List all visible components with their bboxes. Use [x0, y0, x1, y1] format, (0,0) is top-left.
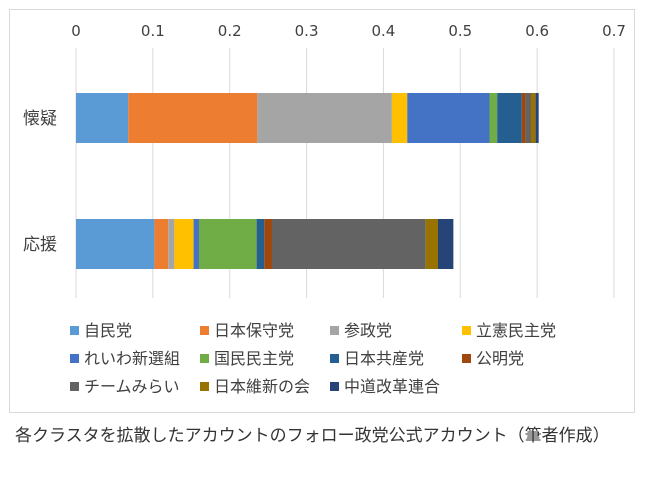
x-tick-label: 0 — [71, 22, 81, 40]
x-tick-label: 0.1 — [141, 22, 165, 40]
bar-segment — [128, 93, 258, 143]
x-axis-tick-labels: 0 0.1 0.2 0.3 0.4 0.5 0.6 0.7 — [71, 22, 626, 40]
legend-label: れいわ新選組 — [84, 349, 180, 368]
bar-segment — [154, 219, 169, 269]
bar-segment — [271, 219, 426, 269]
x-tick-label: 0.3 — [295, 22, 319, 40]
bar-segment — [193, 219, 199, 269]
x-tick-label: 0.7 — [602, 22, 626, 40]
legend-swatch — [462, 326, 471, 335]
bar-segment — [198, 219, 257, 269]
legend-swatch — [330, 326, 339, 335]
bar-segment — [264, 219, 272, 269]
bar-segment — [521, 93, 526, 143]
legend-label: 日本維新の会 — [214, 377, 310, 396]
x-tick-label: 0.4 — [371, 22, 395, 40]
bars — [76, 93, 539, 269]
legend-swatch — [70, 326, 79, 335]
bar-segment — [257, 93, 392, 143]
x-tick-label: 0.5 — [448, 22, 472, 40]
figure-caption: 各クラスタを拡散したアカウントのフォロー政党公式アカウント（筆者作成） — [15, 426, 610, 446]
bar-segment — [168, 219, 175, 269]
legend-swatch — [200, 354, 209, 363]
legend-label: 自民党 — [84, 321, 132, 340]
bar-segment — [525, 93, 531, 143]
legend-swatch — [70, 354, 79, 363]
bar-segment — [535, 93, 539, 143]
x-tick-label: 0.6 — [525, 22, 549, 40]
legend-swatch — [200, 382, 209, 391]
category-label: 懐疑 — [23, 109, 57, 129]
legend-label: チームみらい — [84, 377, 180, 396]
legend-label: 公明党 — [476, 349, 524, 368]
legend-label: 立憲民主党 — [476, 321, 556, 340]
legend-swatch — [462, 354, 471, 363]
legend-swatch — [330, 382, 339, 391]
legend-label: 中道改革連合 — [344, 377, 440, 396]
legend-label: 国民民主党 — [214, 349, 294, 368]
category-label: 応援 — [23, 235, 57, 255]
legend-swatch — [70, 382, 79, 391]
legend-swatch — [330, 354, 339, 363]
bar-segment — [76, 219, 155, 269]
bar-segment — [256, 219, 265, 269]
legend-label: 日本保守党 — [214, 321, 294, 340]
bar-segment — [407, 93, 490, 143]
bar-segment — [530, 93, 536, 143]
bar-segment — [497, 93, 522, 143]
legend-swatch — [200, 326, 209, 335]
bar-segment — [437, 219, 454, 269]
bar-segment — [174, 219, 194, 269]
bar-segment — [76, 93, 129, 143]
legend-label: 日本共産党 — [344, 349, 424, 368]
x-tick-label: 0.2 — [218, 22, 242, 40]
chart-frame — [9, 9, 635, 413]
bar-segment — [489, 93, 498, 143]
legend-label: 参政党 — [344, 321, 392, 340]
bar-segment — [391, 93, 408, 143]
bar-segment — [425, 219, 438, 269]
